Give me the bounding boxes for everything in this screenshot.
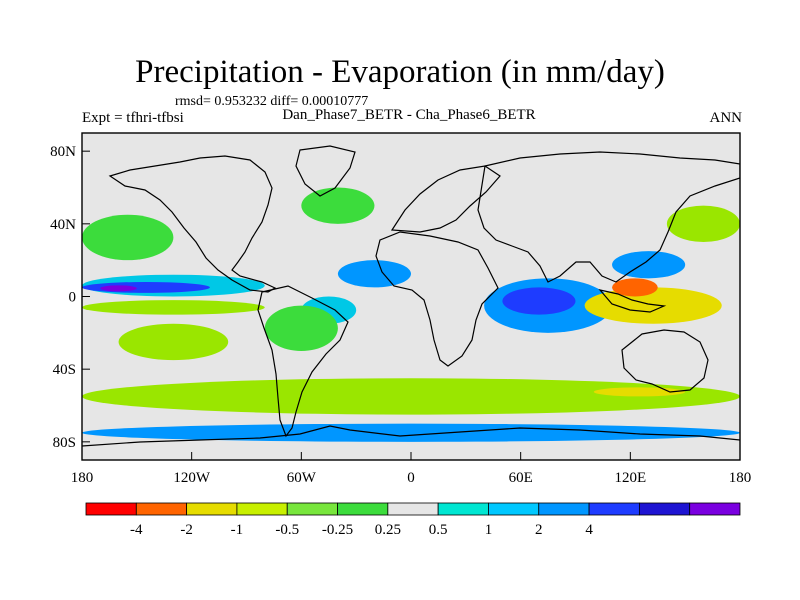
colorbar-swatch xyxy=(135,502,188,516)
colorbar-swatch xyxy=(337,502,389,516)
field-region-neg2 xyxy=(301,187,375,224)
coastline-north-america xyxy=(108,155,277,293)
field-region-neg3 xyxy=(593,387,686,397)
field-region-pos2 xyxy=(337,260,412,288)
colorbar-label: -1 xyxy=(231,522,244,538)
colorbar-label: -2 xyxy=(180,522,193,538)
plot-title: Precipitation - Evaporation (in mm/day) xyxy=(135,54,665,90)
coastlines xyxy=(82,145,740,447)
precip-field xyxy=(82,187,740,442)
x-tick-label: 180 xyxy=(71,470,94,486)
y-tick-label: 80N xyxy=(50,144,76,160)
y-tick-label: 0 xyxy=(69,290,77,306)
colorbar-swatch xyxy=(85,502,137,516)
colorbar xyxy=(85,502,741,516)
field-region-neg1 xyxy=(666,205,740,242)
y-tick-label: 40N xyxy=(50,217,76,233)
x-tick-label: 120W xyxy=(173,470,211,486)
y-tick-label: 80S xyxy=(53,435,76,451)
colorbar-swatch xyxy=(286,502,338,516)
coastline-asia xyxy=(477,151,740,283)
coastline-greenland xyxy=(295,145,356,197)
colorbar-swatch xyxy=(689,502,741,516)
x-tick-label: 120E xyxy=(614,470,646,486)
season-label: ANN xyxy=(709,110,743,126)
field-region-neg1 xyxy=(82,300,265,315)
coastline-indonesia xyxy=(598,289,667,313)
colorbar-label: 0.25 xyxy=(375,522,401,538)
stats-line: rmsd= 0.953232 diff= 0.00010777 xyxy=(175,94,369,109)
colorbar-label: 2 xyxy=(535,522,543,538)
coastline-south-america xyxy=(257,285,349,438)
field-region-neg1 xyxy=(118,323,229,361)
coastline-africa xyxy=(375,231,499,367)
colorbar-swatch xyxy=(186,502,238,516)
colorbar-label: -0.25 xyxy=(322,522,353,538)
field-region-neg4 xyxy=(612,278,658,297)
colorbar-label: -4 xyxy=(130,522,143,538)
colorbar-swatch xyxy=(437,502,489,516)
x-axis: 180 120W 60W 0 60E 120E 180 xyxy=(71,452,752,486)
coastline-europe xyxy=(390,165,501,233)
field-region-neg1 xyxy=(82,378,740,415)
field-region-pos2 xyxy=(82,423,740,442)
x-tick-label: 180 xyxy=(729,470,752,486)
colorbar-label: 4 xyxy=(585,522,593,538)
colorbar-swatch xyxy=(236,502,288,516)
y-tick-label: 40S xyxy=(53,362,76,378)
field-region-neg2 xyxy=(264,305,338,351)
colorbar-swatch xyxy=(588,502,640,516)
colorbar-swatch xyxy=(538,502,590,516)
plot-subtitle: Dan_Phase7_BETR - Cha_Phase6_BETR xyxy=(282,107,536,123)
colorbar-label: 0.5 xyxy=(429,522,448,538)
coastline-antarctica xyxy=(82,425,740,447)
field-region-pos3 xyxy=(502,287,576,315)
x-tick-label: 60E xyxy=(509,470,533,486)
field-region-pos2 xyxy=(612,251,686,279)
experiment-label: Expt = tfhri-tfbsi xyxy=(82,110,184,126)
field-region-pos4 xyxy=(100,285,137,292)
colorbar-labels: -4 -2 -1 -0.5 -0.25 0.25 0.5 1 2 4 xyxy=(130,522,593,538)
field-region-neg2 xyxy=(82,214,174,261)
field-region-neg3 xyxy=(584,287,722,324)
x-tick-label: 60W xyxy=(287,470,317,486)
x-tick-label: 0 xyxy=(407,470,415,486)
colorbar-swatch xyxy=(638,502,691,516)
colorbar-label: -0.5 xyxy=(275,522,299,538)
coastline-australia xyxy=(621,329,709,393)
y-axis: 80N 40N 0 40S 80S xyxy=(50,144,90,451)
colorbar-label: 1 xyxy=(485,522,493,538)
colorbar-swatch xyxy=(387,502,439,516)
colorbar-swatch xyxy=(488,502,540,516)
